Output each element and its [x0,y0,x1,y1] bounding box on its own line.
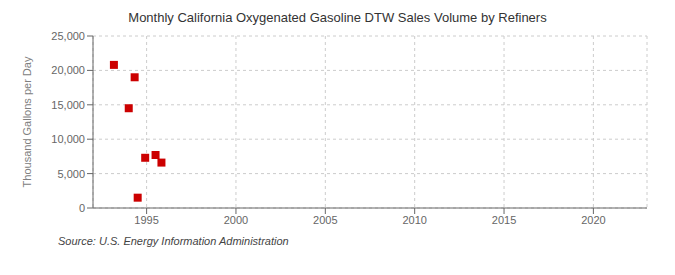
svg-text:25,000: 25,000 [51,30,85,42]
svg-text:2005: 2005 [313,214,337,226]
svg-text:1995: 1995 [134,214,158,226]
svg-text:2020: 2020 [581,214,605,226]
svg-text:Thousand Gallons per Day: Thousand Gallons per Day [21,56,33,187]
html-text:Source: U.S. Energy Informatio: Source: U.S. Energy Information Administ… [58,235,289,247]
svg-text:2015: 2015 [492,214,516,226]
svg-text:2010: 2010 [402,214,426,226]
svg-text:0: 0 [79,202,85,214]
svg-text:20,000: 20,000 [51,64,85,76]
svg-text:5,000: 5,000 [57,168,85,180]
svg-text:15,000: 15,000 [51,99,85,111]
svg-text:2000: 2000 [224,214,248,226]
svg-text:10,000: 10,000 [51,133,85,145]
html-text:Monthly California Oxygenated: Monthly California Oxygenated Gasoline D… [128,10,547,25]
